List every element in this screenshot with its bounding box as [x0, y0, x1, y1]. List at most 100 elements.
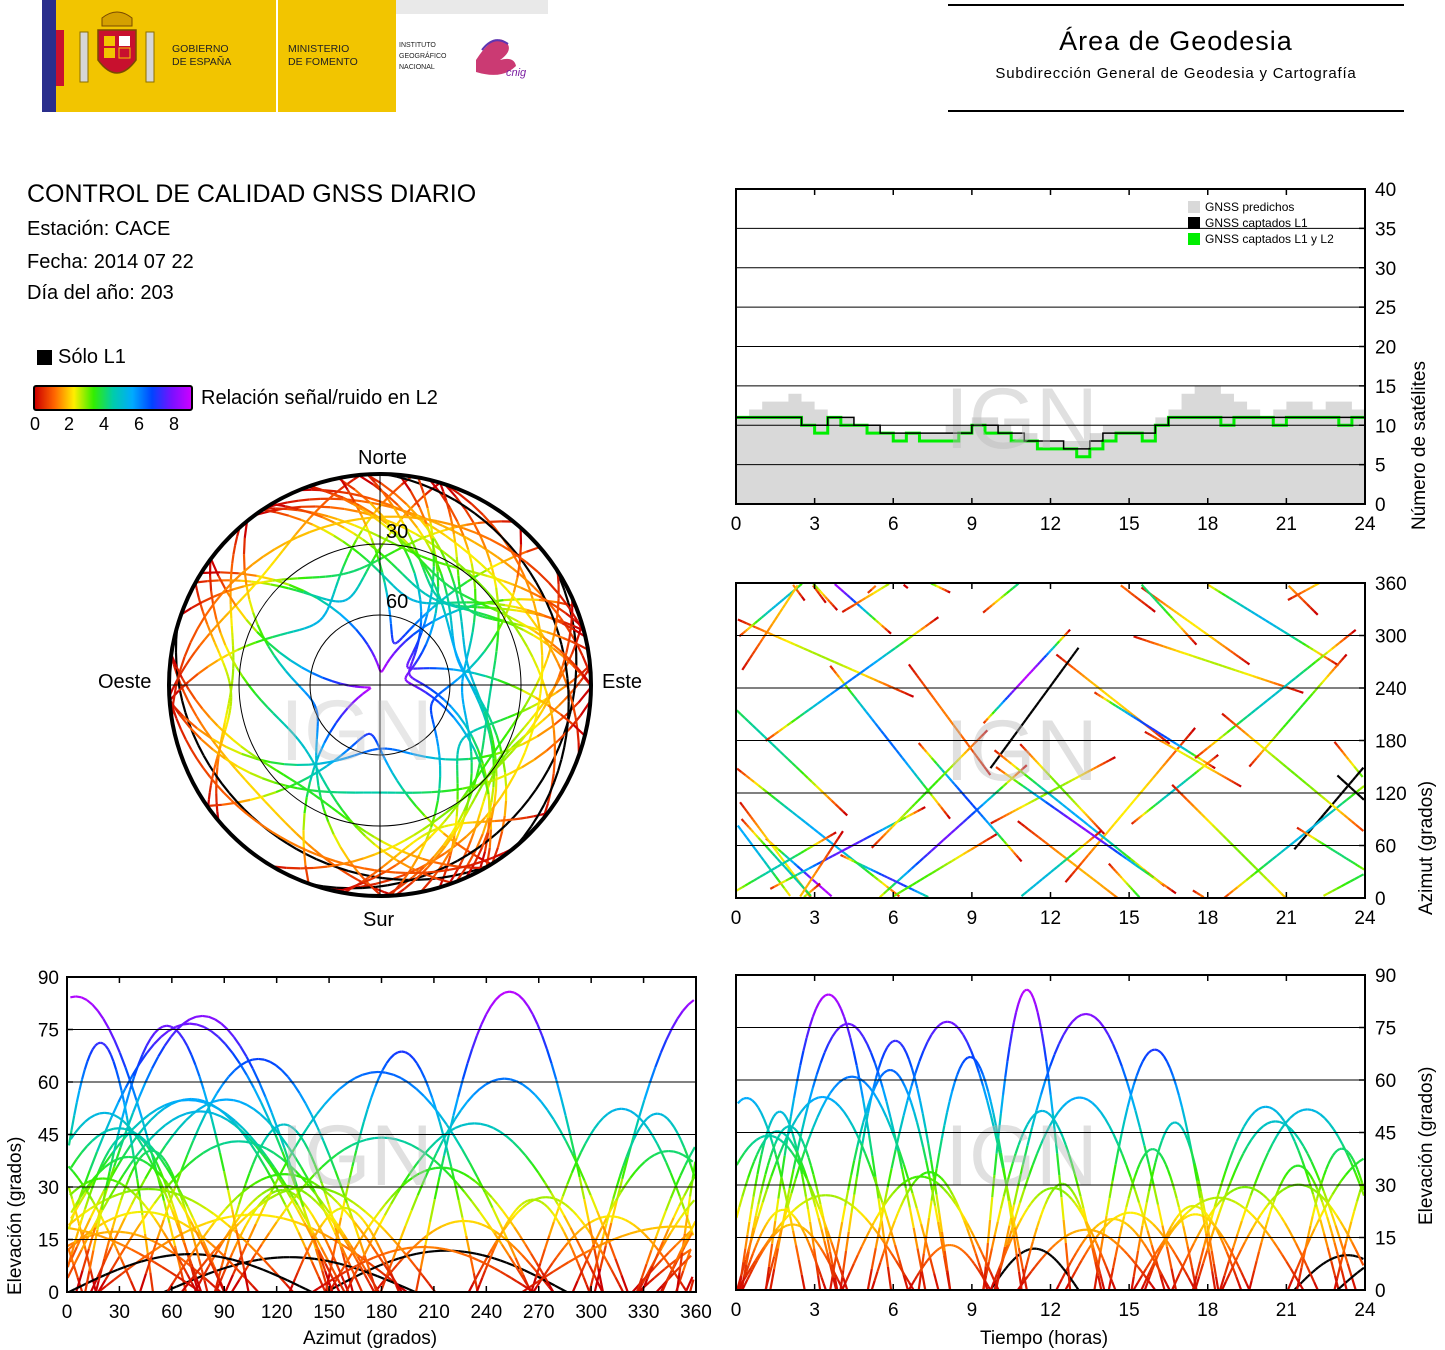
elevation-azimuth-track: [543, 1181, 553, 1194]
elevation-azimuth-track: [245, 1074, 255, 1089]
elevation-azimuth-track: [238, 1267, 248, 1281]
azimuth-track: [786, 865, 791, 870]
azimuth-track: [831, 853, 837, 858]
azimuth-track: [1232, 886, 1239, 892]
skyplot-track: [325, 494, 334, 502]
azimuth-track: [1229, 650, 1234, 654]
skyplot-track: [409, 490, 421, 508]
elevation-azimuth-track: [419, 1244, 427, 1269]
azimuth-track: [913, 772, 918, 778]
skyplot-track: [345, 521, 355, 527]
azimuth-track: [992, 828, 997, 833]
skyplot-track: [317, 742, 326, 756]
azimuth-track: [1282, 763, 1288, 769]
azimuth-track: [1141, 638, 1147, 642]
elevation-azimuth-track: [195, 1151, 205, 1159]
azimuth-track: [1074, 866, 1080, 872]
skyplot-track: [313, 848, 322, 856]
elevation-azimuth-track: [117, 1217, 126, 1233]
skyplot-track: [433, 844, 445, 858]
skyplot-track: [405, 680, 409, 684]
azimuth-track: [1157, 734, 1162, 738]
azimuth-track: [1339, 748, 1344, 754]
azimuth-track: [868, 662, 875, 668]
skyplot-track: [236, 644, 248, 652]
skyplot-track: [223, 612, 230, 619]
skyplot-track: [255, 638, 265, 644]
azimuth-track: [1145, 588, 1150, 593]
azimuth-track: [943, 770, 948, 776]
legend-l1: GNSS captados L1: [1205, 216, 1308, 230]
skyplot-track: [383, 662, 388, 668]
azimuth-track: [1144, 603, 1149, 608]
skyplot-track: [300, 518, 314, 526]
elevation-azimuth-track: [465, 1235, 472, 1255]
skyplot-track: [466, 724, 470, 734]
azimuth-track: [899, 814, 905, 820]
azimuth-track: [1120, 705, 1125, 709]
legend-snr-label: Relación señal/ruido en L2: [201, 386, 438, 409]
skyplot-track: [487, 569, 496, 578]
azimuth-track: [764, 836, 769, 841]
azimuth-track: [870, 868, 874, 872]
skyplot-track: [365, 688, 370, 693]
azimuth-track: [1322, 651, 1329, 657]
elevation-azimuth-track: [97, 1163, 104, 1172]
skyplot-track: [189, 726, 202, 741]
azimuth-track: [1067, 628, 1071, 633]
elevation-azimuth-track: [669, 1259, 677, 1266]
skyplot-track: [331, 574, 338, 578]
elevation-azimuth-track: [354, 1211, 359, 1216]
azimuth-track: [1254, 705, 1261, 711]
skyplot-track: [306, 849, 317, 856]
skyplot-track: [468, 609, 473, 613]
azimuth-track: [1034, 759, 1038, 763]
azimuth-track: [946, 767, 951, 773]
azimuth-track: [1210, 741, 1216, 747]
elevation-azimuth-track: [71, 1198, 77, 1212]
elevation-azimuth-track: [120, 1230, 126, 1234]
azimuth-track: [781, 863, 786, 868]
skyplot-track: [523, 721, 530, 729]
skyplot-track: [256, 631, 269, 644]
legend-predicted-swatch: [1188, 201, 1200, 213]
skyplot-track: [524, 695, 532, 706]
azimuth-track: [1235, 669, 1241, 673]
azimuth-track: [1130, 821, 1135, 825]
azimuth-track: [1155, 769, 1161, 775]
skyplot-track: [215, 767, 219, 776]
skyplot-track: [407, 656, 412, 662]
azimuth-track: [1021, 804, 1026, 808]
elevation-azimuth-track: [241, 1225, 247, 1233]
elevation-azimuth-track: [505, 1135, 514, 1143]
elevation-azimuth-track: [410, 1252, 417, 1257]
azimuth-track: [1179, 650, 1185, 655]
azimuth-track: [1347, 858, 1352, 863]
azimuth-track: [816, 865, 822, 871]
x-tick-label: 9: [967, 514, 978, 535]
skyplot-track: [296, 738, 303, 745]
skyplot-track: [342, 599, 346, 603]
azimuth-track: [1300, 829, 1305, 833]
azimuth-track: [1069, 797, 1074, 802]
azimuth-track: [1173, 609, 1178, 614]
skyplot-track: [178, 656, 186, 673]
azimuth-track: [1126, 804, 1132, 810]
azimuth-track: [1243, 605, 1249, 611]
azimuth-track: [739, 713, 746, 719]
elevation-azimuth-track: [321, 1202, 331, 1214]
elevation-azimuth-track: [103, 1246, 113, 1263]
azimuth-track: [890, 882, 897, 888]
skyplot-track: [335, 714, 343, 724]
azimuth-track: [815, 884, 819, 888]
skyplot-track: [326, 863, 340, 868]
azimuth-track: [769, 885, 775, 890]
azimuth-track: [1017, 682, 1022, 687]
skyplot-track: [346, 754, 355, 759]
watermark: IGN: [945, 371, 1098, 467]
skyplot-track: [330, 506, 345, 511]
skyplot-track: [231, 572, 243, 584]
azimuth-track: [1145, 723, 1150, 728]
azimuth-track: [928, 754, 933, 759]
elevation-azimuth-track: [370, 1086, 377, 1098]
